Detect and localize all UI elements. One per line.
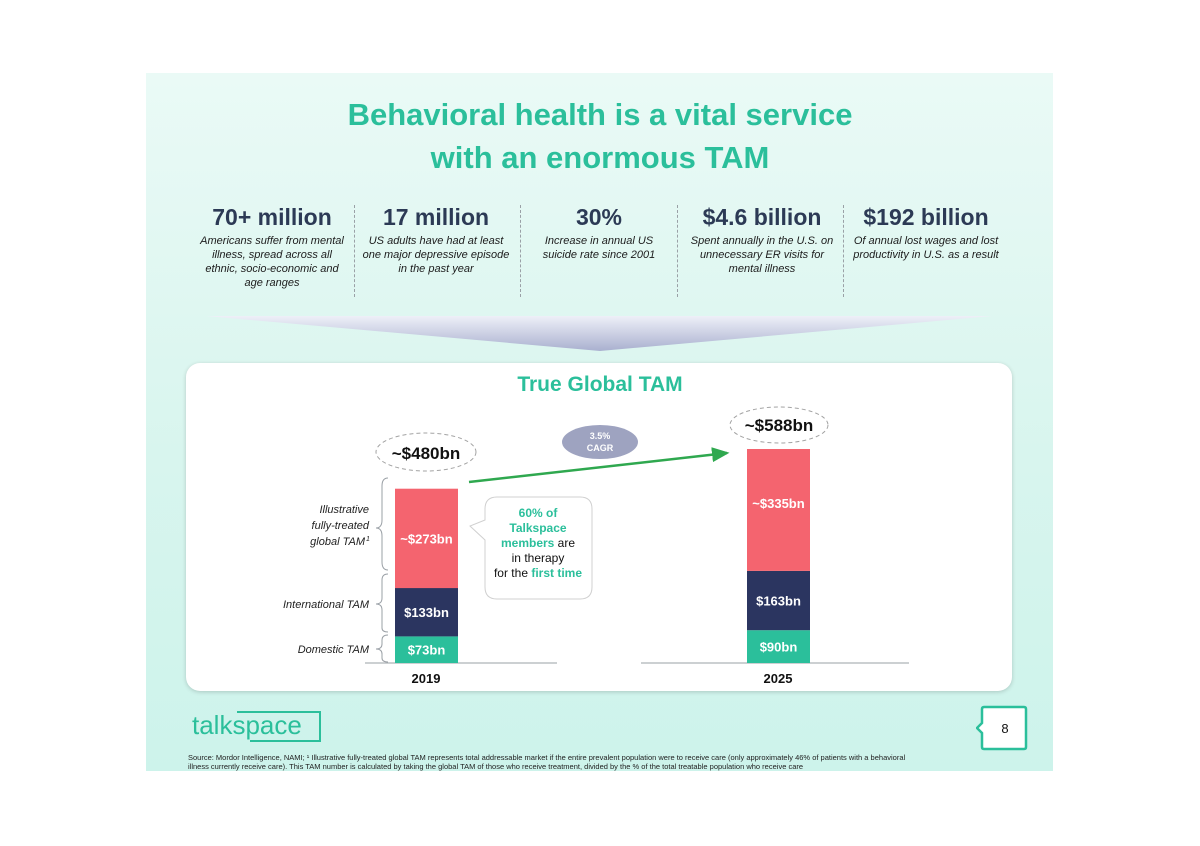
stat-er-visits: $4.6 billion Spent annually in the U.S. … (684, 202, 840, 276)
bar-segment-2019-0 (395, 636, 458, 663)
page-number: 8 (1001, 721, 1008, 736)
title-line-2: with an enormous TAM (430, 140, 770, 175)
stat-description: Spent annually in the U.S. on unnecessar… (690, 235, 834, 275)
brace-domestic (375, 634, 389, 663)
logo-text: talkspace (192, 710, 302, 740)
stat-value: 30% (575, 204, 623, 230)
stat-value: 17 million (382, 204, 490, 230)
brace-fully-treated (375, 477, 389, 571)
bar-value-label-2025-0: $90bn (760, 640, 798, 655)
stat-lost-wages: $192 billion Of annual lost wages and lo… (850, 202, 1002, 262)
callout-bubble (469, 496, 593, 600)
series-label-international: International TAM (283, 599, 370, 611)
bar-segment-2019-2 (395, 488, 458, 589)
chart-card (186, 363, 1012, 691)
bar-group: $73bn $133bn ~$273bn $90bn $163bn ~$335bn (395, 449, 810, 663)
cagr-bubble (562, 425, 638, 459)
total-bubble-2019 (375, 432, 477, 472)
series-label-fully-treated-3: global TAM (310, 536, 366, 548)
stat-divider (354, 205, 355, 297)
footnote-line-2: illness currently receive care). This TA… (188, 762, 804, 771)
bar-segment-2019-1 (395, 588, 458, 637)
stat-mental-illness: 70+ million Americans suffer from mental… (200, 202, 344, 290)
callout-line-5: for the first time (494, 566, 582, 580)
bar-value-label-2019-0: $73bn (408, 643, 446, 658)
stat-value: 70+ million (212, 204, 332, 230)
logo-frame (237, 711, 321, 742)
bar-segment-2025-2 (747, 449, 810, 571)
source-footnote: Source: Mordor Intelligence, NAMI; ¹ Ill… (188, 753, 988, 771)
bar-value-label-2025-1: $163bn (756, 594, 801, 609)
total-bubble-2025 (729, 406, 829, 444)
stat-suicide-rate: 30% Increase in annual US suicide rate s… (532, 202, 666, 262)
stat-value: $4.6 billion (702, 204, 822, 230)
stat-description: Of annual lost wages and lost productivi… (853, 235, 999, 261)
bar-segment-2025-0 (747, 630, 810, 663)
total-label-2025: ~$588bn (745, 416, 814, 435)
callout-line-2: Talkspace (509, 521, 566, 535)
category-label-2019: 2019 (412, 671, 441, 686)
stat-description: US adults have had at least one major de… (362, 235, 510, 275)
callout-line-4: in therapy (512, 551, 565, 565)
stat-depressive-episode: 17 million US adults have had at least o… (362, 202, 510, 276)
category-label-2025: 2025 (764, 671, 793, 686)
bar-value-label-2019-1: $133bn (404, 605, 449, 620)
stat-description: Americans suffer from mental illness, sp… (200, 235, 344, 289)
callout-line-1: 60% of (519, 506, 559, 520)
series-label-superscript: 1 (366, 536, 370, 543)
bar-value-label-2019-2: ~$273bn (400, 531, 452, 546)
callout-first-time: first time (531, 566, 582, 580)
series-label-fully-treated-2: fully-treated (312, 520, 370, 532)
total-label-2019: ~$480bn (392, 444, 461, 463)
callout-line-3: members are (501, 536, 575, 550)
bar-value-label-2025-2: ~$335bn (752, 496, 804, 511)
callout-members: members (501, 536, 555, 550)
callout-are: are (554, 536, 575, 550)
page-number-badge: 8 (976, 705, 1028, 751)
footnote-line-1: Source: Mordor Intelligence, NAMI; ¹ Ill… (188, 753, 906, 762)
growth-arrow (468, 447, 730, 484)
callout-for-the: for the (494, 566, 531, 580)
stat-divider (843, 205, 844, 297)
talkspace-logo: talkspace (192, 710, 321, 742)
stat-divider (520, 205, 521, 297)
bar-segment-2025-1 (747, 570, 810, 631)
chart-title: True Global TAM (517, 373, 683, 396)
cagr-value: 3.5% (590, 431, 611, 441)
cagr-label: CAGR (587, 443, 614, 453)
series-label-domestic: Domestic TAM (298, 644, 370, 656)
brace-international (375, 573, 389, 633)
stat-divider (677, 205, 678, 297)
stat-description: Increase in annual US suicide rate since… (542, 235, 656, 261)
series-label-fully-treated-1: Illustrative (319, 504, 369, 516)
slide-title: Behavioral health is a vital service wit… (0, 93, 1200, 179)
title-line-1: Behavioral health is a vital service (347, 97, 853, 132)
stat-value: $192 billion (863, 204, 989, 230)
